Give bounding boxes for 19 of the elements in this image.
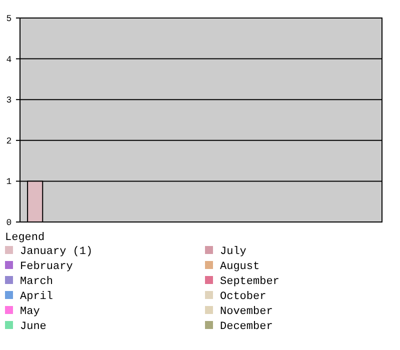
legend-label: June — [20, 321, 46, 333]
y-tick-label: 2 — [6, 136, 12, 146]
legend-title: Legend — [5, 232, 45, 244]
legend-label: May — [20, 306, 40, 318]
y-tick-label: 5 — [6, 14, 12, 24]
y-tick-label: 3 — [6, 96, 12, 106]
y-tick-label: 1 — [6, 177, 12, 188]
legend-label: December — [220, 321, 273, 333]
legend-label: August — [220, 261, 260, 273]
legend-label: July — [220, 246, 247, 258]
y-tick-label: 0 — [6, 218, 12, 228]
legend-label: September — [220, 276, 280, 288]
legend-label: January (1) — [20, 246, 93, 258]
legend-label: November — [220, 306, 273, 318]
legend-label: March — [20, 276, 54, 288]
legend-label: February — [20, 261, 74, 273]
legend-label: October — [220, 291, 266, 303]
y-tick-label: 4 — [6, 54, 12, 65]
legend-label: April — [20, 291, 54, 303]
